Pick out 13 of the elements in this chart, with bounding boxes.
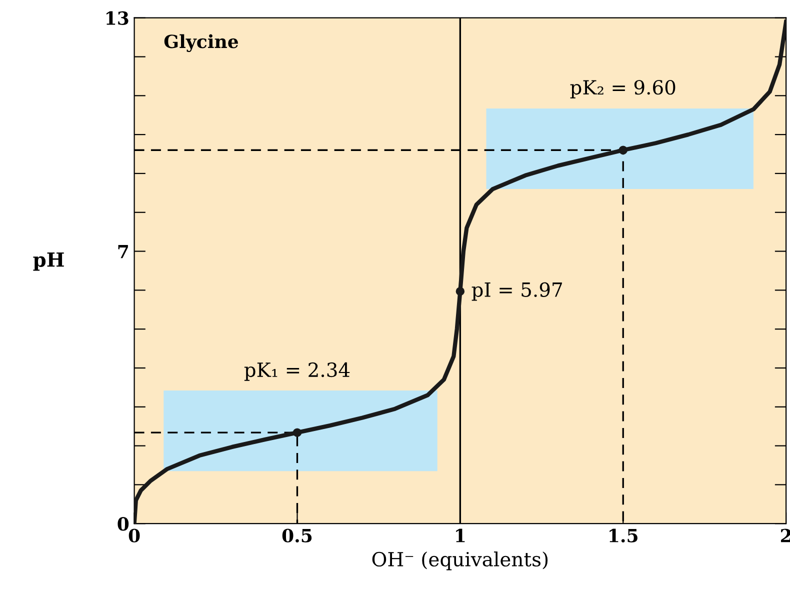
annotation: pI = 5.97: [472, 282, 562, 301]
x-axis-title: OH⁻ (equivalents): [372, 551, 548, 570]
x-tick-label: 0.5: [282, 528, 312, 542]
y-tick-label: 0: [118, 517, 129, 531]
y-tick-label: 7: [118, 244, 128, 258]
y-axis-title: pH: [33, 252, 64, 271]
x-tick-label: 0: [128, 528, 140, 542]
annotation: Glycine: [164, 34, 238, 52]
annotation: pK₁ = 2.34: [244, 362, 350, 381]
x-tick-label: 1.5: [610, 528, 638, 542]
x-tick-label: 1: [456, 528, 465, 542]
y-tick-label: 13: [106, 11, 128, 25]
annotation: pK₂ = 9.60: [570, 80, 676, 98]
